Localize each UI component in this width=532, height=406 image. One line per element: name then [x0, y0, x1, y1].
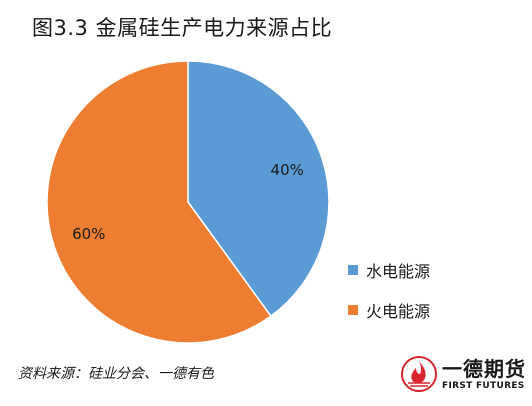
brand-name-en: FIRST FUTURES [442, 381, 525, 391]
legend-item-thermal: 火电能源 [348, 299, 430, 321]
legend-swatch-hydro [348, 265, 358, 275]
legend-label-thermal: 火电能源 [366, 302, 431, 321]
pie-slice-thermal [46, 60, 272, 344]
slice-label-thermal: 60% [72, 225, 105, 243]
pie-slice-hydro [187, 60, 330, 318]
source-note: 资料来源：硅业分会、一德有色 [18, 366, 214, 382]
legend-label-hydro: 水电能源 [366, 262, 431, 281]
legend-item-hydro: 水电能源 [348, 259, 430, 281]
slice-label-hydro: 40% [271, 161, 304, 179]
brand-name: 一德期货 [442, 357, 526, 381]
chart-title: 图3.3 金属硅生产电力来源占比 [32, 16, 333, 40]
legend: 水电能源 火电能源 [348, 259, 430, 339]
flame-circle-logo-icon [401, 356, 437, 392]
legend-swatch-thermal [348, 305, 358, 315]
brand-logo: 一德期货 FIRST FUTURES [400, 351, 526, 399]
